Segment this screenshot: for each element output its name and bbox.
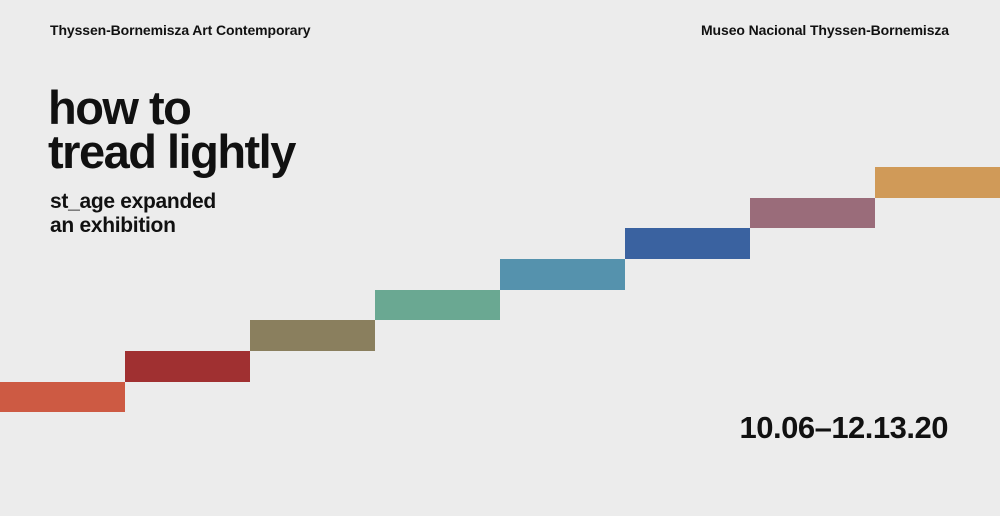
header-left: Thyssen-Bornemisza Art Contemporary [50, 22, 311, 38]
title-line: tread lightly [48, 125, 296, 178]
step [625, 228, 750, 259]
step [250, 320, 375, 351]
step [750, 198, 875, 228]
step [0, 382, 125, 412]
step [500, 259, 625, 290]
title-line: how to [48, 81, 192, 134]
header-right: Museo Nacional Thyssen-Bornemisza [701, 22, 949, 38]
subtitle-line: an exhibition [50, 214, 176, 237]
dates: 10.06–12.13.20 [739, 410, 949, 445]
subtitle-line: st_age expanded [50, 190, 216, 213]
step [375, 290, 500, 320]
step [125, 351, 250, 382]
step [875, 167, 1000, 198]
